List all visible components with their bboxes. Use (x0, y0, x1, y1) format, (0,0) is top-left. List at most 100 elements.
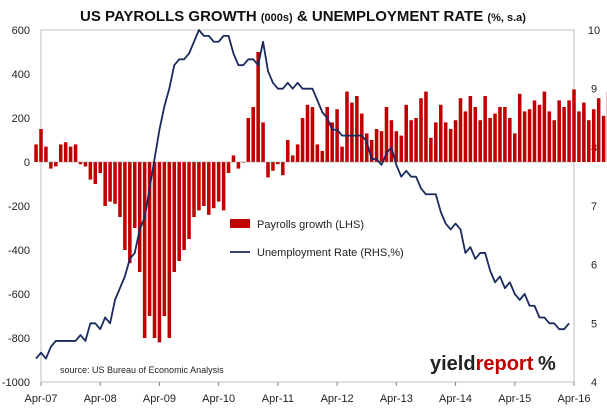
payrolls-bar (483, 96, 487, 162)
x-tick-label: Apr-16 (557, 393, 590, 405)
left-tick-label: 600 (12, 25, 30, 37)
payrolls-bar (118, 162, 122, 217)
payrolls-bar (172, 162, 177, 272)
payrolls-bar (404, 104, 408, 162)
left-tick-label: 200 (12, 113, 30, 125)
plot-border (40, 29, 575, 383)
x-axis: Apr-07 Apr-08 Apr-09 Apr-10 Apr-11 Apr-12 Apr-… (24, 382, 591, 405)
source-note: source: US Bureau of Economic Analysis (60, 365, 224, 375)
x-tick-label: Apr-07 (24, 393, 57, 405)
payrolls-bar (34, 144, 38, 162)
payrolls-bar (246, 118, 251, 162)
payrolls-bar (68, 146, 73, 162)
payrolls-bar (557, 100, 561, 162)
payrolls-bars (34, 52, 607, 343)
left-tick-label: 400 (12, 69, 30, 81)
payrolls-bar (305, 104, 310, 162)
payrolls-bar (310, 107, 315, 162)
payrolls-bar (409, 120, 413, 162)
payrolls-bar (493, 113, 497, 162)
x-tick-label: Apr-10 (202, 393, 235, 405)
payrolls-bar (177, 162, 181, 261)
payrolls-bar (300, 118, 305, 162)
right-tick-label: 4 (591, 377, 597, 389)
payrolls-bar (537, 104, 542, 162)
percent-logo-icon: % (538, 353, 556, 375)
legend-label-payrolls: Payrolls growth (LHS) (257, 219, 364, 231)
payrolls-bar (562, 107, 566, 162)
payrolls-bar (142, 162, 147, 338)
payrolls-bar (83, 162, 88, 167)
payrolls-bar (517, 93, 522, 162)
payrolls-bar (443, 122, 448, 162)
payrolls-bar (364, 133, 369, 162)
payrolls-bar (419, 98, 423, 162)
payrolls-bar (78, 162, 83, 165)
payrolls-bar (221, 162, 226, 211)
payrolls-bar (325, 107, 330, 162)
payrolls-bar (192, 162, 196, 217)
payrolls-bar (434, 122, 438, 162)
payrolls-bar (345, 91, 349, 162)
payrolls-bar (54, 162, 58, 167)
payrolls-bar (513, 133, 517, 162)
right-tick-label: 10 (588, 25, 600, 37)
payrolls-bar (330, 122, 334, 162)
payrolls-bar (73, 144, 78, 162)
payrolls-bar (503, 107, 507, 162)
payrolls-bar (601, 115, 606, 162)
payrolls-bar (187, 162, 191, 239)
right-tick-label: 9 (591, 84, 597, 96)
payrolls-bar (207, 162, 211, 215)
payrolls-bar (276, 162, 280, 165)
title-units-1: (000s) (261, 12, 293, 24)
payrolls-bar (231, 155, 236, 162)
payrolls-bar (532, 100, 537, 162)
payrolls-bar (44, 146, 48, 162)
x-tick-label: Apr-11 (262, 393, 294, 405)
payrolls-bar (522, 111, 527, 162)
payrolls-bar (379, 131, 384, 162)
logo-text-yield: yield (430, 353, 476, 375)
payrolls-bar (39, 129, 43, 162)
payrolls-bar (197, 162, 201, 211)
title-part-2: & UNEMPLOYMENT RATE (293, 8, 488, 25)
plot-area (40, 29, 575, 383)
payrolls-bar (389, 120, 394, 162)
left-tick-label: -800 (8, 333, 30, 345)
payrolls-bar (369, 140, 374, 162)
x-tick-label: Apr-13 (380, 393, 413, 405)
left-tick-label: -600 (8, 289, 30, 301)
left-tick-label: -1000 (2, 377, 30, 389)
payrolls-bar (58, 144, 63, 162)
payrolls-bar (458, 98, 463, 162)
payrolls-bar (113, 162, 117, 204)
payrolls-bar (98, 162, 102, 173)
x-tick-label: Apr-15 (498, 393, 531, 405)
payrolls-bar (261, 122, 265, 162)
payrolls-bar (374, 129, 379, 162)
left-tick-label: 0 (24, 157, 30, 169)
payrolls-bar (290, 155, 295, 162)
payrolls-bar (281, 162, 285, 176)
right-tick-label: 6 (591, 260, 597, 272)
payrolls-bar (552, 120, 557, 162)
title-units-2: (%, s.a) (487, 12, 526, 24)
payrolls-bar (527, 109, 532, 162)
payrolls-bar (453, 120, 458, 162)
payrolls-bar (340, 146, 344, 162)
payrolls-bar (63, 142, 68, 162)
payrolls-bar (468, 96, 473, 162)
right-tick-label: 5 (591, 318, 597, 330)
payrolls-bar (591, 109, 596, 162)
payrolls-bar (350, 102, 354, 162)
payrolls-bar (147, 162, 152, 316)
payrolls-bar (285, 140, 290, 162)
payrolls-bar (577, 111, 581, 162)
payrolls-bar (157, 162, 162, 343)
payrolls-bar (478, 120, 482, 162)
payrolls-bar (132, 162, 137, 228)
payrolls-bar (399, 135, 404, 162)
